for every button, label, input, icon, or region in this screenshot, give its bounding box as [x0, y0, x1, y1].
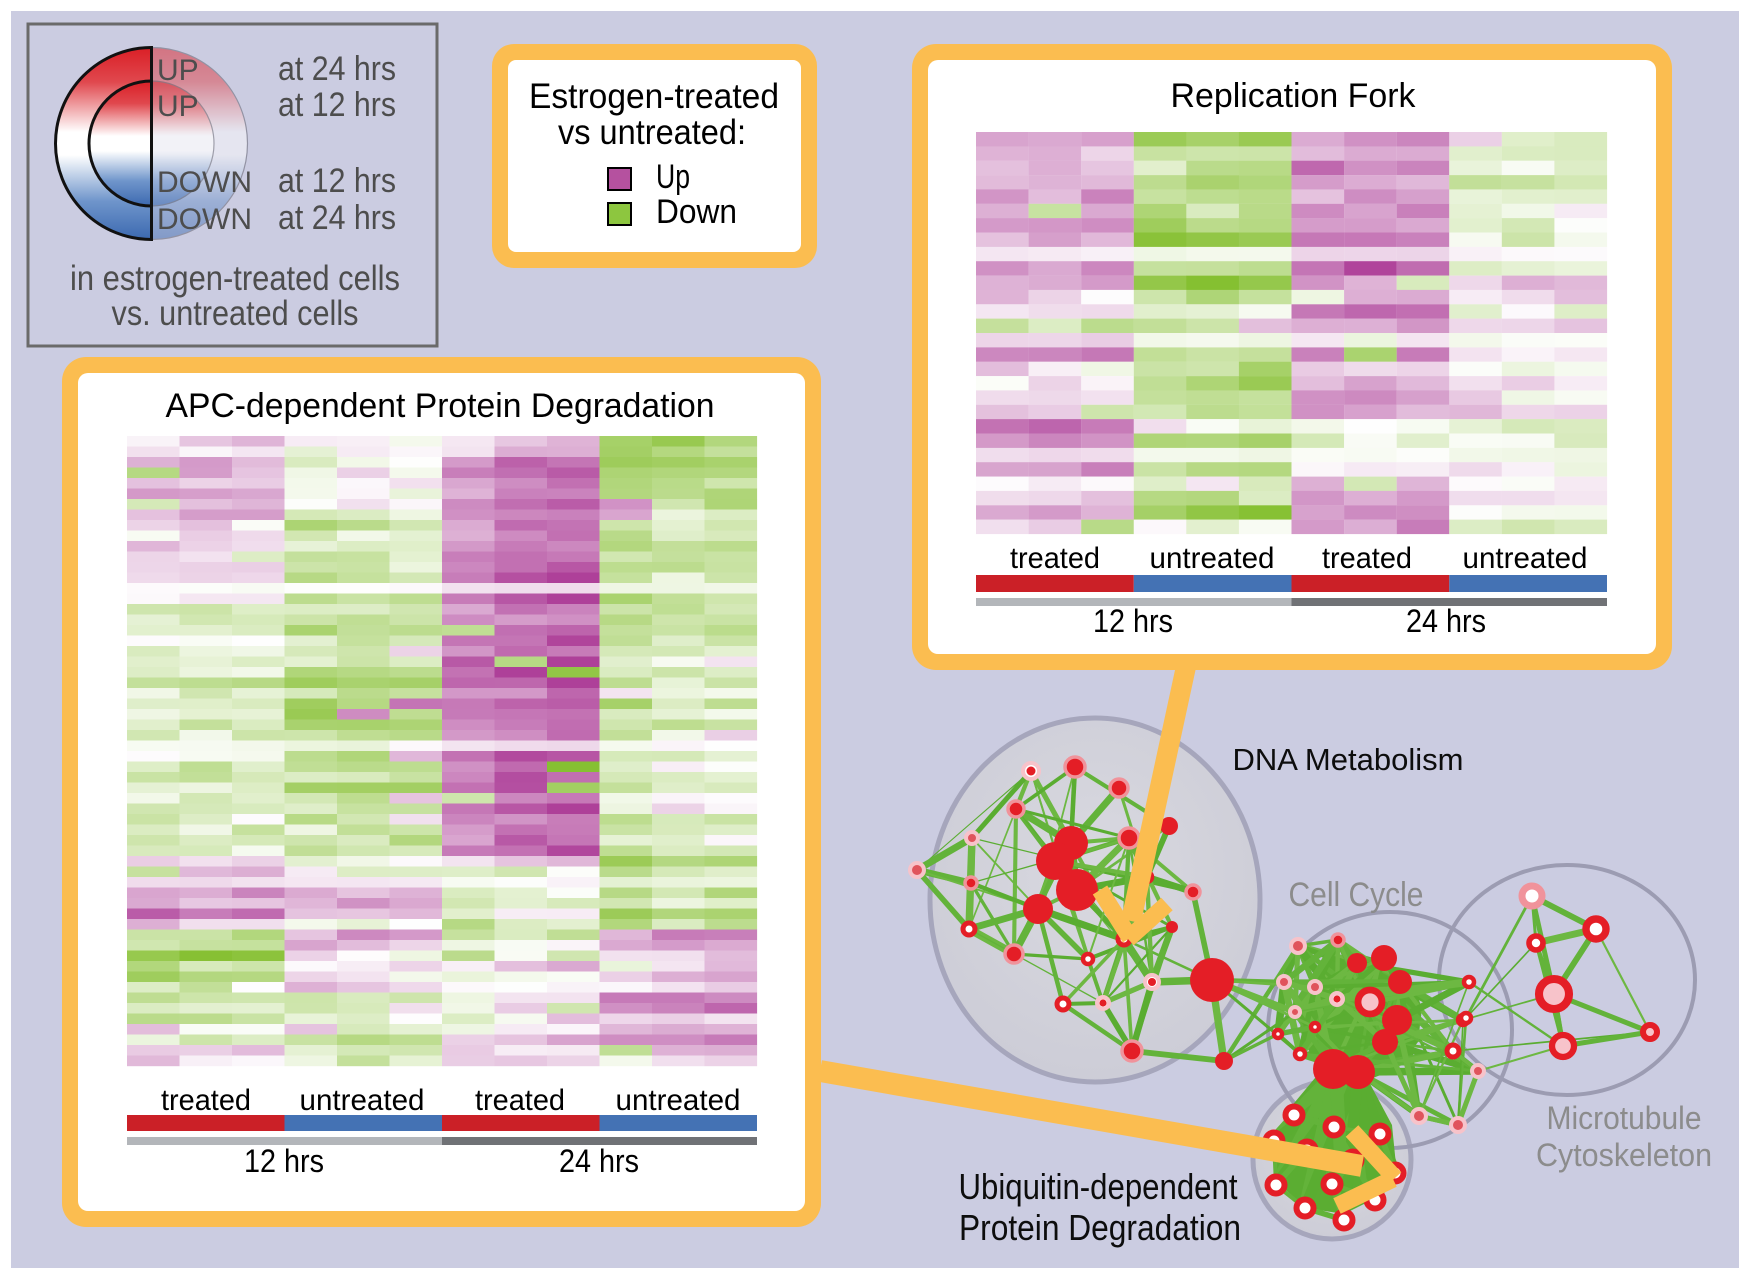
- svg-text:12 hrs: 12 hrs: [244, 1143, 324, 1179]
- svg-text:at 12 hrs: at 12 hrs: [278, 162, 396, 200]
- svg-text:Replication Fork: Replication Fork: [1171, 77, 1417, 115]
- svg-text:12 hrs: 12 hrs: [1093, 603, 1173, 639]
- svg-text:treated: treated: [1322, 542, 1412, 575]
- svg-text:Ubiquitin-dependent: Ubiquitin-dependent: [959, 1166, 1238, 1207]
- svg-text:DOWN: DOWN: [157, 166, 252, 199]
- svg-text:24 hrs: 24 hrs: [559, 1143, 639, 1179]
- svg-text:at 12 hrs: at 12 hrs: [278, 86, 396, 124]
- svg-text:Cell Cycle: Cell Cycle: [1289, 876, 1424, 914]
- svg-text:at 24 hrs: at 24 hrs: [278, 50, 396, 88]
- svg-text:24 hrs: 24 hrs: [1406, 603, 1486, 639]
- svg-text:treated: treated: [1010, 542, 1100, 575]
- svg-text:untreated: untreated: [1150, 542, 1275, 575]
- svg-text:UP: UP: [157, 90, 199, 123]
- svg-text:vs. untreated cells: vs. untreated cells: [112, 294, 359, 333]
- svg-text:Down: Down: [656, 193, 737, 231]
- svg-text:vs untreated:: vs untreated:: [558, 113, 746, 152]
- svg-text:untreated: untreated: [1463, 542, 1588, 575]
- svg-text:at 24 hrs: at 24 hrs: [278, 199, 396, 237]
- svg-text:Microtubule: Microtubule: [1547, 1100, 1702, 1136]
- svg-text:DOWN: DOWN: [157, 203, 252, 236]
- svg-text:in estrogen-treated cells: in estrogen-treated cells: [70, 259, 400, 298]
- svg-text:untreated: untreated: [300, 1084, 425, 1117]
- svg-text:untreated: untreated: [616, 1084, 741, 1117]
- svg-text:Up: Up: [656, 158, 690, 196]
- svg-text:UP: UP: [157, 54, 199, 87]
- svg-text:treated: treated: [161, 1084, 251, 1117]
- svg-text:Cytoskeleton: Cytoskeleton: [1536, 1137, 1712, 1173]
- svg-text:Estrogen-treated: Estrogen-treated: [529, 77, 779, 116]
- svg-text:Protein Degradation: Protein Degradation: [959, 1207, 1241, 1248]
- svg-text:APC-dependent Protein Degradat: APC-dependent Protein Degradation: [166, 387, 715, 425]
- svg-text:treated: treated: [475, 1084, 565, 1117]
- svg-text:DNA Metabolism: DNA Metabolism: [1233, 742, 1464, 777]
